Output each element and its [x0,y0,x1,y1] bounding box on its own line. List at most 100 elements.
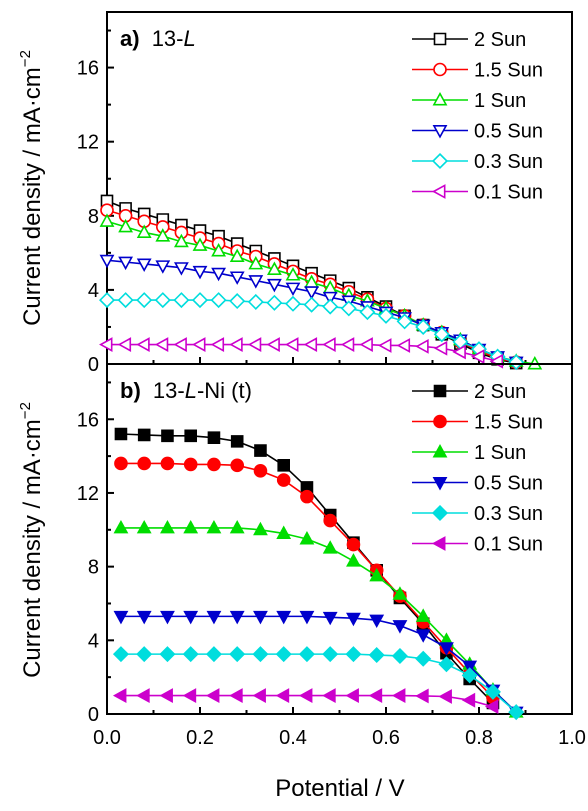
data-point [183,519,199,534]
data-point [471,349,485,364]
legend-marker [432,184,446,199]
data-point [322,298,339,315]
ytick-label: 16 [77,58,99,80]
data-point [136,258,152,272]
ytick-label: 12 [77,483,99,505]
ytick-label: 12 [77,132,99,154]
panel-a-series-layer [98,194,543,371]
panel-b-suffix: -Ni (t) [197,378,252,403]
data-point [461,667,478,684]
data-point [266,278,282,293]
xtick-label: 0.6 [372,727,400,749]
ytick-label: 0 [88,704,99,726]
data-point [433,326,450,343]
data-point [207,431,221,444]
data-point [205,688,220,703]
data-point [298,646,315,663]
data-point [183,610,199,625]
data-point [345,646,362,663]
data-point [248,275,264,289]
data-point [160,610,175,625]
data-point [377,307,395,324]
data-point [452,344,466,360]
data-point [438,656,455,673]
data-point [277,459,290,472]
data-point [391,688,406,703]
data-point [229,646,246,663]
data-point [254,444,267,457]
legend-entry: 1.5 Sun [412,412,543,434]
panel-b-prefix: b) [120,378,141,403]
data-point [396,338,411,353]
series-0-3-sun [112,646,525,721]
series-line [120,527,517,713]
data-point [113,610,129,625]
data-point [114,427,128,441]
data-point [484,683,501,700]
data-point [210,337,225,352]
data-point [391,647,408,664]
panel-b-series-layer [112,427,525,721]
ytick-label: 16 [77,409,99,431]
data-point [230,458,244,473]
series-0-3-sun [98,292,525,371]
data-point [159,646,176,663]
data-point [137,456,151,471]
data-point [154,292,171,309]
data-point [206,519,222,534]
legend-marker [433,62,447,77]
series-0-1-sun [112,688,499,715]
data-point [192,337,206,352]
data-point [113,519,129,534]
panel-a-legend: 2 Sun 1.5 Sun 1 Sun 0.5 Sun 0.3 Sun 0.1 Sun [412,29,543,204]
data-point [211,243,227,257]
data-point [229,248,245,263]
data-point [155,260,171,274]
data-point [508,354,525,371]
data-point [118,218,134,233]
legend-marker [432,125,448,139]
legend-marker [432,92,448,106]
data-point [112,646,129,663]
legend-label: 0.5 Sun [474,121,543,143]
data-point [117,292,134,309]
data-point [206,610,222,625]
data-point [392,620,408,634]
data-point [276,610,292,625]
data-point [210,292,227,309]
data-point [99,254,115,269]
data-point [229,293,246,310]
data-point [99,337,113,352]
data-point [252,688,266,703]
legend-label: 1.5 Sun [474,412,543,434]
data-point [207,457,221,472]
data-point [154,337,169,352]
data-point [252,646,269,663]
legend-label: 0.1 Sun [474,182,543,204]
panel-b-legend: 2 Sun 1.5 Sun 1 Sun 0.5 Sun 0.3 Sun 0.1 Sun [412,381,543,556]
legend-label: 0.5 Sun [474,473,543,495]
data-point [346,553,361,567]
data-point [247,293,264,310]
legend-marker [433,384,447,398]
data-point [322,646,339,663]
legend-label: 1 Sun [474,442,526,464]
data-point [229,610,245,625]
data-point [322,611,338,626]
data-point [340,337,355,352]
data-point [438,689,452,704]
legend-label: 0.3 Sun [474,151,543,173]
data-point [304,286,320,300]
data-point [300,489,314,504]
data-point [415,608,431,622]
data-point [415,338,429,354]
data-point [160,456,175,471]
data-point [173,262,189,276]
panel-b: 0 4 8 12 16 0.0 0.2 0.4 0.6 0.8 1.0 2 Sun 1.5 Sun 1 … [17,363,586,749]
data-point [136,688,150,703]
data-point [276,525,292,539]
data-point [322,688,336,703]
data-point [396,313,413,330]
legend-label: 1.5 Sun [474,60,543,82]
panel-b-name: 13- [153,378,185,403]
